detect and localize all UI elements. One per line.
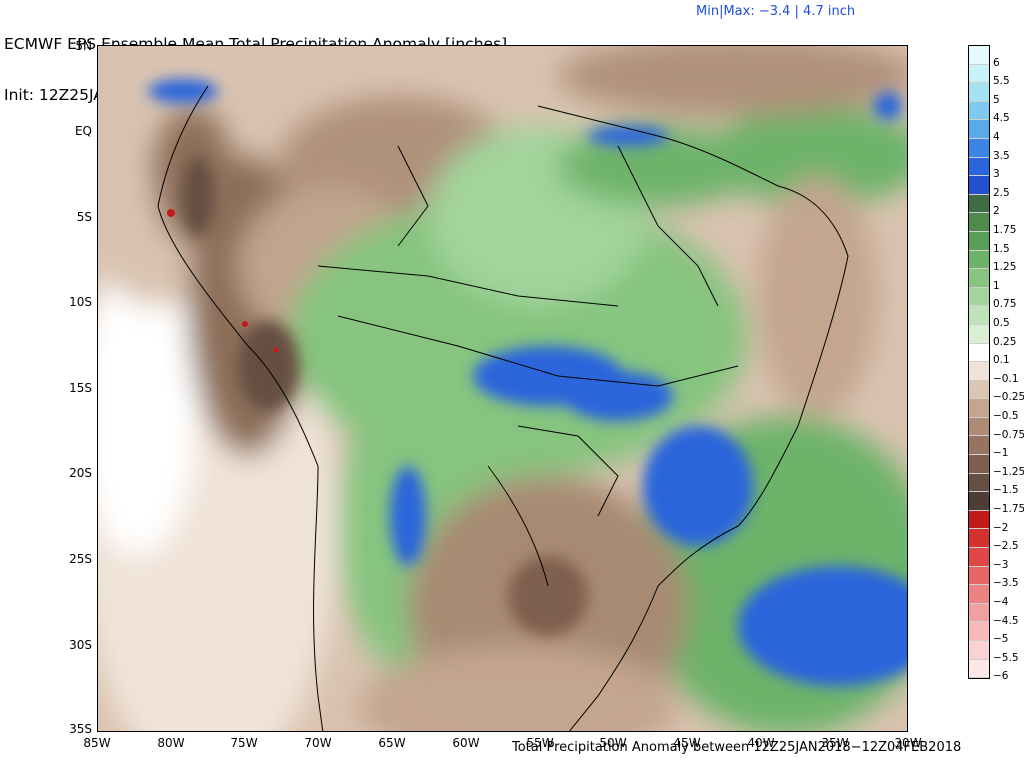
color-swatch (969, 231, 989, 251)
color-scale-label: −2 (993, 521, 1009, 534)
color-swatch (969, 492, 989, 511)
lon-label-40w: 40W (747, 736, 775, 750)
color-scale-label: 0.5 (993, 317, 1010, 329)
lon-label-70w: 70W (304, 736, 332, 750)
color-scale-label: −1.25 (993, 465, 1024, 478)
color-scale-label: −0.1 (993, 372, 1019, 385)
color-scale-label: 4.5 (993, 112, 1010, 125)
color-scale-label: −0.75 (993, 428, 1024, 441)
precipitation-anomaly-map[interactable] (97, 45, 908, 732)
color-swatch (969, 287, 989, 307)
color-scale-label: −5 (993, 633, 1009, 646)
color-swatch (969, 510, 989, 530)
lon-label-35w: 35W (821, 736, 849, 750)
color-swatch (969, 585, 989, 604)
lon-label-55w: 55W (526, 736, 554, 750)
lat-label-eq: EQ (74, 124, 92, 138)
lat-label-10s: 10S (69, 295, 92, 309)
color-swatch (969, 436, 989, 456)
color-scale-label: 1.75 (993, 224, 1017, 236)
color-swatch (969, 548, 989, 567)
color-scale-label: 4 (993, 131, 1000, 143)
color-swatch (969, 194, 989, 214)
color-swatch (969, 157, 989, 177)
color-scale-label: 1.5 (993, 242, 1010, 255)
color-swatch (969, 64, 989, 84)
color-swatch (969, 343, 989, 363)
color-swatch (969, 399, 989, 418)
color-scale-label: −5.5 (993, 651, 1019, 664)
color-swatch (969, 641, 989, 660)
color-swatch (969, 269, 989, 288)
color-scale-label: 5 (993, 93, 1000, 106)
color-scale-bar (968, 45, 990, 680)
lat-label-30s: 30S (69, 638, 92, 652)
color-swatch (969, 46, 989, 65)
footer-caption: Total Precipitation Anomaly between 12Z2… (512, 740, 962, 755)
color-scale-label: 0.75 (993, 298, 1017, 311)
color-scale-label: −1.75 (993, 503, 1024, 515)
lat-label-5s: 5S (76, 210, 92, 224)
color-swatch (969, 455, 989, 474)
lat-label-5n: 5N (75, 39, 92, 53)
lat-label-25s: 25S (69, 552, 92, 566)
color-swatch (969, 101, 989, 121)
color-scale-label: −4.5 (993, 614, 1019, 627)
color-scale-label: −4 (993, 596, 1009, 608)
color-swatch (969, 176, 989, 195)
color-scale-label: −3 (993, 558, 1009, 571)
color-scale-label: 1.25 (993, 261, 1017, 274)
color-scale-label: 5.5 (993, 75, 1010, 88)
color-swatch (969, 362, 989, 381)
lat-label-15s: 15S (69, 381, 92, 395)
color-scale-label: 2.5 (993, 186, 1010, 199)
color-swatch (969, 529, 989, 549)
lon-label-75w: 75W (230, 736, 258, 750)
min-max-readout: Min|Max: −3.4 | 4.7 inch (696, 4, 856, 19)
lon-label-80w: 80W (157, 736, 185, 750)
color-swatch (969, 603, 989, 623)
color-swatch (969, 306, 989, 325)
color-scale-label: 1 (993, 279, 1000, 292)
color-swatch (969, 120, 989, 139)
lon-label-45w: 45W (673, 736, 701, 750)
color-scale-label: −1.5 (993, 484, 1019, 497)
lon-label-85w: 85W (83, 736, 111, 750)
lon-label-30w: 30W (894, 736, 922, 750)
color-swatch (969, 659, 989, 679)
color-scale-label: −1 (993, 447, 1009, 460)
color-scale-label: −0.5 (993, 410, 1019, 422)
color-swatch (969, 622, 989, 641)
color-scale-label: −3.5 (993, 577, 1019, 590)
color-swatch (969, 473, 989, 493)
color-scale-label: −0.25 (993, 391, 1024, 404)
color-scale-label: −6 (993, 670, 1009, 683)
color-swatch (969, 566, 989, 586)
color-scale-label: 0.1 (993, 354, 1010, 367)
color-swatch (969, 213, 989, 232)
lat-label-20s: 20S (69, 466, 92, 480)
color-swatch (969, 83, 989, 102)
color-swatch (969, 417, 989, 437)
color-scale-label: 6 (993, 56, 1000, 69)
color-scale-label: 0.25 (993, 335, 1017, 348)
lon-label-60w: 60W (452, 736, 480, 750)
color-swatch (969, 324, 989, 344)
color-swatch (969, 250, 989, 270)
color-scale-label: −2.5 (993, 540, 1019, 553)
color-scale-label: 3.5 (993, 149, 1010, 162)
color-scale-label: 3 (993, 168, 1000, 181)
lat-label-35s: 35S (69, 722, 92, 736)
color-scale-label: 2 (993, 205, 1000, 218)
color-swatch (969, 138, 989, 158)
lon-label-65w: 65W (378, 736, 406, 750)
map-graphic (98, 46, 907, 731)
color-swatch (969, 380, 989, 400)
lon-label-50w: 50W (599, 736, 627, 750)
